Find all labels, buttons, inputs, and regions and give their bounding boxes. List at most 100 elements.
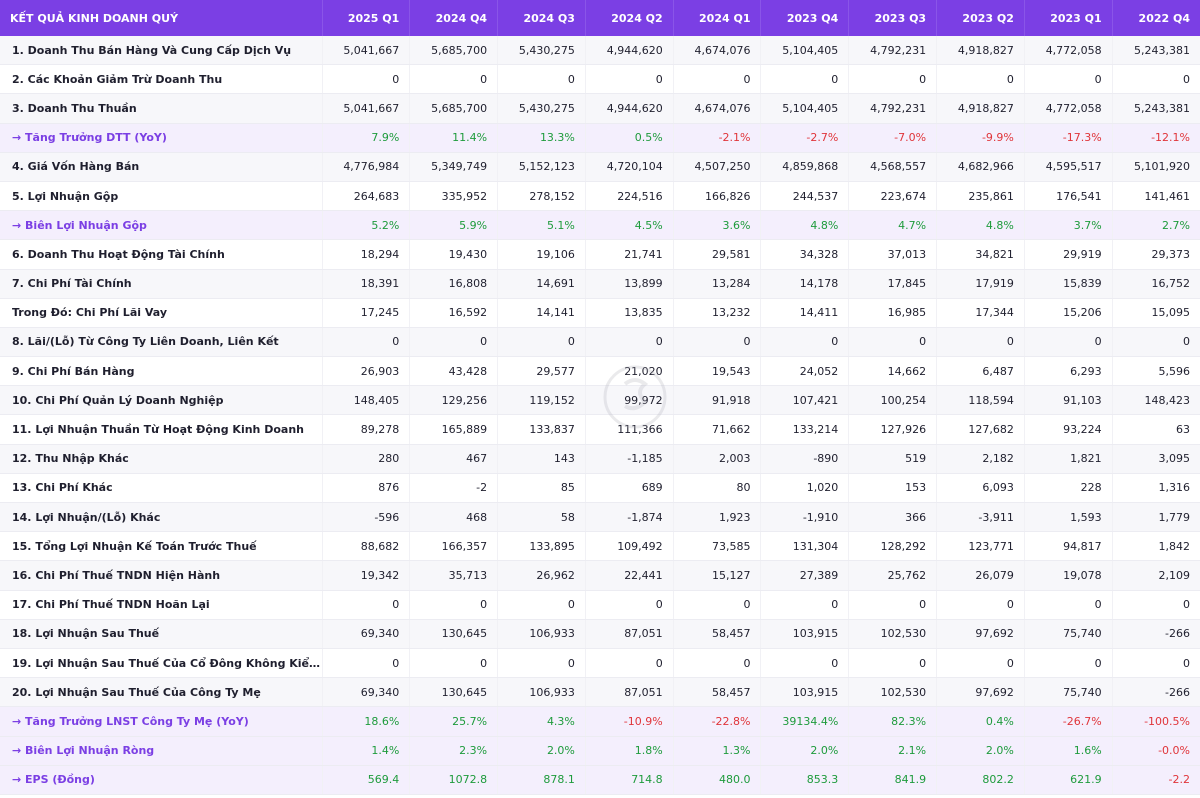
table-cell: 148,405 — [322, 385, 411, 416]
table-cell: 0 — [760, 590, 850, 620]
table-cell: 21,741 — [585, 239, 674, 270]
row-label: 5. Lợi Nhuận Gộp — [0, 181, 323, 212]
table-cell: 1.8% — [585, 736, 674, 766]
table-cell: 480.0 — [673, 765, 762, 795]
table-cell: 29,577 — [497, 356, 586, 387]
table-cell: 19,430 — [409, 239, 499, 270]
table-cell: 3.7% — [1024, 210, 1113, 241]
table-cell: 17,919 — [936, 269, 1025, 299]
table-cell: -17.3% — [1024, 123, 1113, 153]
table-cell: 5.1% — [497, 210, 586, 241]
table-cell: -2.1% — [673, 123, 762, 153]
table-cell: 0 — [1024, 590, 1113, 620]
table-cell: 1,923 — [673, 502, 762, 533]
table-cell: 123,771 — [936, 531, 1025, 562]
table-cell: 5,041,667 — [322, 36, 411, 66]
table-row: 14. Lợi Nhuận/(Lỗ) Khác -596 468 58 -1,874 1,… — [0, 502, 1200, 533]
row-label: 20. Lợi Nhuận Sau Thuế Của Công Ty Mẹ — [0, 677, 323, 708]
table-cell: 17,344 — [936, 298, 1025, 328]
table-cell: 13,284 — [673, 269, 762, 299]
table-cell: 19,106 — [497, 239, 586, 270]
table-cell: 127,682 — [936, 414, 1025, 445]
table-cell: 107,421 — [760, 385, 850, 416]
table-cell: 4,674,076 — [673, 36, 762, 66]
table-cell: 5,243,381 — [1112, 36, 1200, 66]
table-cell: -7.0% — [848, 123, 938, 153]
table-cell: 39134.4% — [760, 706, 850, 737]
table-cell: 0 — [322, 327, 411, 358]
table-cell: 2,109 — [1112, 560, 1200, 591]
table-cell: 4,776,984 — [322, 152, 411, 182]
table-cell: 26,903 — [322, 356, 411, 387]
table-cell: -9.9% — [936, 123, 1025, 153]
table-cell: 0 — [1112, 590, 1200, 620]
table-row: 4. Giá Vốn Hàng Bán 4,776,984 5,349,749 5,1… — [0, 152, 1200, 182]
table-row: → Tăng Trưởng DTT (YoY) 7.9% 11.4% 13.3% 0.5… — [0, 123, 1200, 153]
table-cell: -10.9% — [585, 706, 674, 737]
table-cell: 22,441 — [585, 560, 674, 591]
table-cell: -100.5% — [1112, 706, 1200, 737]
table-body: 1. Doanh Thu Bán Hàng Và Cung Cấp Dịch V… — [0, 36, 1200, 795]
table-cell: 244,537 — [760, 181, 850, 212]
table-cell: 13,835 — [585, 298, 674, 328]
table-cell: 4.3% — [497, 706, 586, 737]
table-cell: 127,926 — [848, 414, 938, 445]
table-cell: 0 — [673, 64, 762, 95]
table-cell: 19,078 — [1024, 560, 1113, 591]
row-label: 11. Lợi Nhuận Thuần Từ Hoạt Động Kinh Do… — [0, 414, 323, 445]
table-cell: 0 — [1112, 648, 1200, 679]
column-header: 2024 Q2 — [585, 0, 674, 36]
table-cell: 88,682 — [322, 531, 411, 562]
table-cell: 280 — [322, 444, 411, 474]
table-cell: 0 — [497, 327, 586, 358]
table-cell: 0 — [848, 648, 938, 679]
row-label: 4. Giá Vốn Hàng Bán — [0, 152, 323, 182]
table-row: → Biên Lợi Nhuận Gộp 5.2% 5.9% 5.1% 4.5% 3.6%… — [0, 210, 1200, 241]
table-row: 5. Lợi Nhuận Gộp 264,683 335,952 278,152 224… — [0, 181, 1200, 212]
table-cell: 89,278 — [322, 414, 411, 445]
table-cell: 102,530 — [848, 619, 938, 649]
table-cell: 0 — [936, 64, 1025, 95]
table-cell: 4,859,868 — [760, 152, 850, 182]
table-row: 17. Chi Phí Thuế TNDN Hoãn Lại 0 0 0 0 0 0 0 0 0 0 — [0, 590, 1200, 620]
table-cell: 63 — [1112, 414, 1200, 445]
table-row: → EPS (Đồng) 569.4 1072.8 878.1 714.8 480.0 85… — [0, 765, 1200, 795]
table-cell: 6,093 — [936, 473, 1025, 504]
table-cell: 0 — [848, 64, 938, 95]
table-cell: 5,104,405 — [760, 36, 850, 66]
table-cell: 0 — [1024, 327, 1113, 358]
header-row: KẾT QUẢ KINH DOANH QUÝ 2025 Q1 2024 Q4 202… — [0, 0, 1200, 36]
table-cell: 4,918,827 — [936, 36, 1025, 66]
table-cell: 97,692 — [936, 677, 1025, 708]
table-cell: 5,041,667 — [322, 93, 411, 124]
table-cell: -1,874 — [585, 502, 674, 533]
table-row: 7. Chi Phí Tài Chính 18,391 16,808 14,691 13… — [0, 269, 1200, 299]
table-cell: 5,685,700 — [409, 36, 499, 66]
table-cell: 5,349,749 — [409, 152, 499, 182]
table-cell: 0 — [936, 590, 1025, 620]
table-cell: 0 — [585, 327, 674, 358]
table-cell: 2.0% — [760, 736, 850, 766]
table-cell: 0 — [848, 327, 938, 358]
table-cell: 5,152,123 — [497, 152, 586, 182]
table-cell: 4,674,076 — [673, 93, 762, 124]
table-cell: 19,342 — [322, 560, 411, 591]
column-header: 2024 Q4 — [409, 0, 499, 36]
table-cell: 69,340 — [322, 677, 411, 708]
table-cell: 103,915 — [760, 619, 850, 649]
table-cell: 153 — [848, 473, 938, 504]
table-cell: 714.8 — [585, 765, 674, 795]
table-cell: 4,944,620 — [585, 93, 674, 124]
table-cell: 119,152 — [497, 385, 586, 416]
table-cell: 468 — [409, 502, 499, 533]
table-cell: 841.9 — [848, 765, 938, 795]
table-cell: 2.7% — [1112, 210, 1200, 241]
table-cell: 15,095 — [1112, 298, 1200, 328]
table-cell: -0.0% — [1112, 736, 1200, 766]
table-cell: 853.3 — [760, 765, 850, 795]
row-label: 6. Doanh Thu Hoạt Động Tài Chính — [0, 239, 323, 270]
table-cell: 133,837 — [497, 414, 586, 445]
table-cell: 16,985 — [848, 298, 938, 328]
table-cell: 87,051 — [585, 619, 674, 649]
table-cell: 14,662 — [848, 356, 938, 387]
